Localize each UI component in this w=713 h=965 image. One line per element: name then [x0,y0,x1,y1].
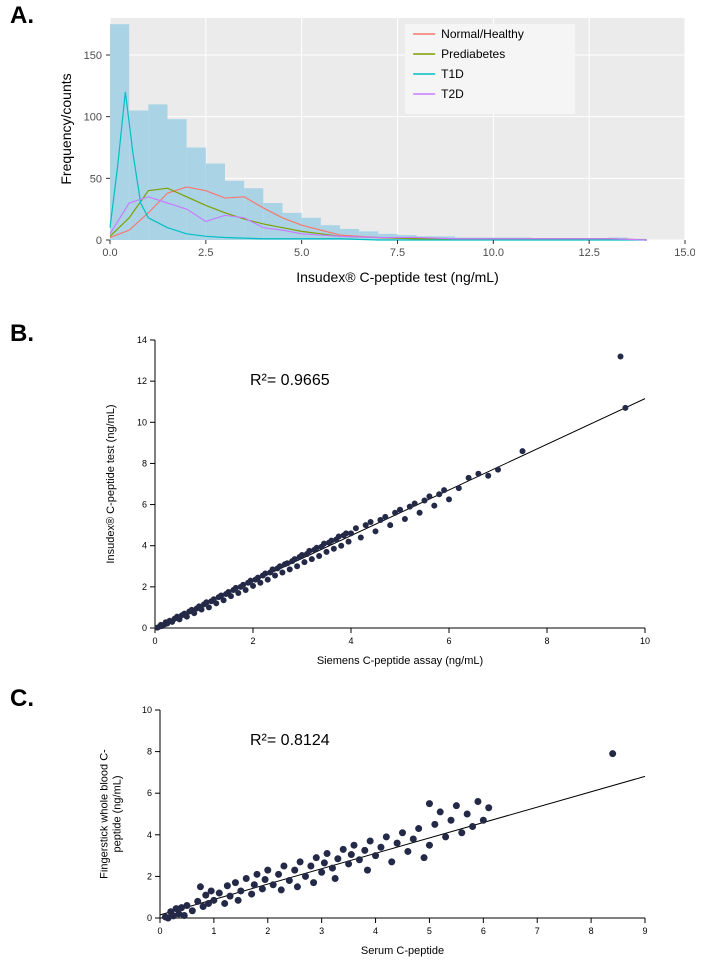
svg-text:0.0: 0.0 [102,247,117,259]
svg-text:50: 50 [90,173,102,185]
svg-text:2: 2 [147,871,152,881]
svg-text:10: 10 [142,705,152,715]
svg-text:10.0: 10.0 [483,247,504,259]
svg-text:4: 4 [373,926,378,936]
svg-text:1: 1 [211,926,216,936]
svg-text:6: 6 [481,926,486,936]
svg-text:4: 4 [147,830,152,840]
svg-text:8: 8 [544,636,549,646]
svg-text:2: 2 [142,582,147,592]
panel-c-label: C. [10,685,34,713]
svg-text:7.5: 7.5 [390,247,405,259]
svg-text:R²= 0.8124: R²= 0.8124 [250,732,330,749]
svg-text:peptide (ng/mL): peptide (ng/mL) [112,775,124,852]
svg-text:10: 10 [640,636,650,646]
panel-b-label: B. [10,320,34,348]
svg-text:12: 12 [137,376,147,386]
svg-text:Serum C-peptide: Serum C-peptide [361,945,444,957]
svg-text:Prediabetes: Prediabetes [441,47,505,61]
svg-text:T2D: T2D [441,87,464,101]
svg-text:100: 100 [84,112,102,124]
panel-b-plot: 0 2 4 6 8 10 0 2 4 6 8 10 12 14 Siemens C-peptide assa… [100,330,660,670]
svg-text:5: 5 [427,926,432,936]
svg-text:8: 8 [589,926,594,936]
svg-text:2: 2 [250,636,255,646]
svg-text:5.0: 5.0 [294,247,309,259]
svg-text:R²= 0.9665: R²= 0.9665 [250,372,330,389]
svg-text:14: 14 [137,335,147,345]
svg-text:6: 6 [446,636,451,646]
svg-text:2: 2 [265,926,270,936]
svg-text:Siemens C-peptide assay (ng/mL: Siemens C-peptide assay (ng/mL) [317,655,483,667]
svg-text:2.5: 2.5 [198,247,213,259]
figure-container: A. 0.02.55.07.510.012.515.0050100150Insu… [0,0,713,965]
svg-text:4: 4 [142,541,147,551]
svg-text:8: 8 [147,747,152,757]
svg-text:7: 7 [535,926,540,936]
svg-text:Normal/Healthy: Normal/Healthy [441,27,524,41]
svg-text:6: 6 [147,788,152,798]
svg-text:15.0: 15.0 [674,247,695,259]
svg-text:8: 8 [142,458,147,468]
svg-text:6: 6 [142,500,147,510]
panel-a-label: A. [10,2,34,30]
svg-text:Frequency/counts: Frequency/counts [58,73,74,184]
svg-text:12.5: 12.5 [578,247,599,259]
svg-text:Fingerstick whole blood C-: Fingerstick whole blood C- [100,749,111,879]
svg-text:9: 9 [642,926,647,936]
svg-text:Insudex® C-peptide test (ng/mL: Insudex® C-peptide test (ng/mL) [105,404,117,563]
panel-c-plot: 0 1 2 3 4 5 6 7 8 9 0 2 4 6 8 10 Serum C-peptide Fingerst… [100,700,660,960]
svg-text:0: 0 [147,913,152,923]
svg-text:0: 0 [96,235,102,247]
svg-text:Insudex® C-peptide test (ng/mL: Insudex® C-peptide test (ng/mL) [296,269,499,285]
svg-text:0: 0 [142,623,147,633]
svg-text:4: 4 [348,636,353,646]
svg-text:10: 10 [137,417,147,427]
svg-text:0: 0 [152,636,157,646]
panel-a-plot: 0.0 2.5 5.0 7.5 10.0 12.5 15.0 0 50 100 150 Insudex… [55,8,695,288]
svg-text:T1D: T1D [441,67,464,81]
svg-text:0: 0 [157,926,162,936]
svg-text:150: 150 [84,50,102,62]
svg-text:3: 3 [319,926,324,936]
